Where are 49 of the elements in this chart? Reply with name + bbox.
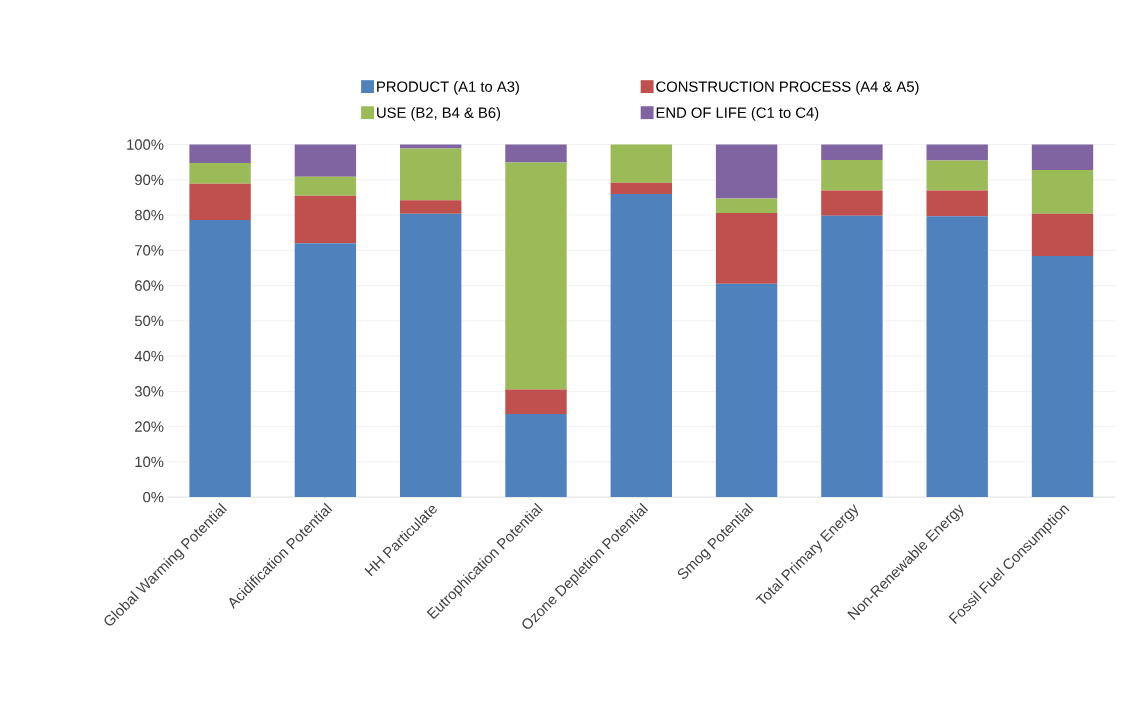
- bar: [926, 190, 988, 217]
- legend-label: PRODUCT (A1 to A3): [377, 81, 519, 95]
- bar: [1031, 256, 1094, 498]
- bar: [926, 144, 988, 161]
- bar: [926, 160, 988, 191]
- bar: [821, 190, 883, 216]
- bar: [399, 213, 462, 498]
- bar: [189, 162, 251, 184]
- bar: [715, 283, 778, 498]
- bar: [189, 183, 251, 221]
- legend-label: CONSTRUCTION PROCESS (A4 & A5): [656, 81, 919, 95]
- bar: [505, 389, 567, 414]
- y-tick-label: 60%: [135, 280, 164, 291]
- bar: [399, 200, 462, 214]
- legend-label: USE (B2, B4 & B6): [377, 107, 501, 121]
- bar: [926, 216, 988, 498]
- bar: [294, 195, 357, 244]
- bar: [294, 144, 357, 177]
- bar: [610, 144, 672, 183]
- bar: [610, 193, 672, 498]
- bar: [505, 413, 567, 498]
- bar: [399, 148, 462, 201]
- y-tick-label: 70%: [135, 245, 164, 256]
- bar: [189, 144, 251, 163]
- bar: [505, 144, 567, 163]
- y-tick-label: 50%: [134, 315, 164, 327]
- bar: [715, 213, 778, 284]
- bar: [821, 215, 883, 498]
- y-tick-label: 100%: [127, 139, 164, 150]
- y-tick-label: 90%: [135, 174, 164, 186]
- y-tick-label: 40%: [134, 350, 164, 362]
- bar: [821, 160, 883, 191]
- bar: [294, 243, 357, 498]
- bar: [821, 144, 883, 161]
- y-tick-label: 30%: [134, 386, 164, 397]
- bar: [189, 220, 251, 498]
- y-tick-label: 10%: [135, 456, 164, 468]
- y-tick-label: 20%: [135, 421, 164, 432]
- bar: [294, 176, 357, 196]
- bar: [715, 198, 778, 214]
- bar: [715, 144, 778, 199]
- bar: [505, 162, 567, 390]
- legend-label: END OF LIFE (C1 to C4): [656, 107, 819, 121]
- bar: [1031, 213, 1094, 257]
- y-tick-label: 80%: [134, 209, 164, 221]
- bar: [1031, 144, 1094, 170]
- y-tick-label: 0%: [143, 491, 164, 503]
- bar: [610, 182, 672, 194]
- bar: [1031, 170, 1094, 214]
